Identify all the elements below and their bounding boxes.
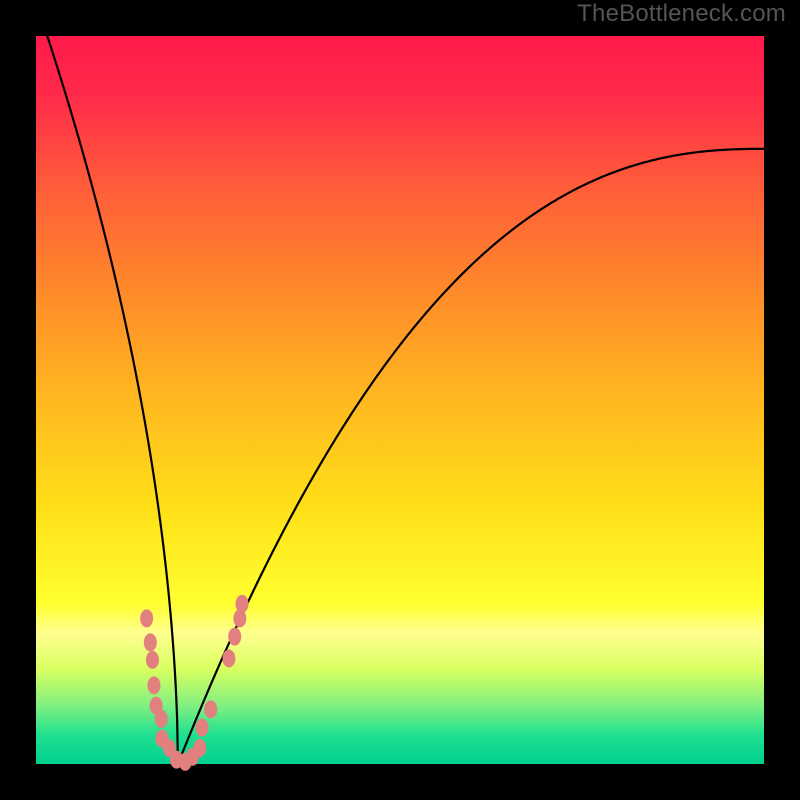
- data-marker: [193, 739, 206, 757]
- data-marker: [222, 649, 235, 667]
- data-marker: [147, 676, 160, 694]
- data-marker: [146, 651, 159, 669]
- data-marker: [140, 609, 153, 627]
- data-marker: [204, 700, 217, 718]
- data-marker: [155, 710, 168, 728]
- data-marker: [144, 633, 157, 651]
- watermark-text: TheBottleneck.com: [577, 0, 786, 28]
- chart-svg: [0, 0, 800, 800]
- data-marker: [236, 595, 249, 613]
- data-marker: [195, 719, 208, 737]
- gradient-background: [36, 36, 764, 764]
- chart-root: TheBottleneck.com: [0, 0, 800, 800]
- data-marker: [228, 628, 241, 646]
